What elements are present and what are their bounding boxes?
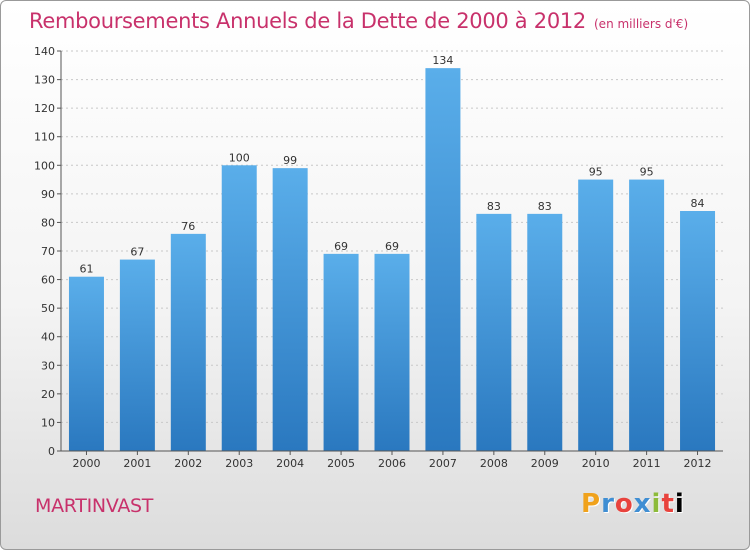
data-label: 134 — [432, 54, 453, 67]
data-label: 69 — [385, 240, 399, 253]
y-tick-label: 110 — [34, 131, 55, 144]
x-tick-label: 2000 — [72, 457, 100, 470]
bar — [119, 259, 155, 451]
logo-letter: o — [614, 489, 634, 519]
bar — [68, 276, 104, 451]
y-tick-label: 40 — [41, 331, 55, 344]
bar — [374, 253, 410, 451]
logo-letter: P — [581, 489, 602, 519]
logo-letter: t — [661, 489, 675, 519]
x-tick-label: 2003 — [225, 457, 253, 470]
bar — [476, 213, 512, 451]
chart-title: Remboursements Annuels de la Dette de 20… — [29, 9, 688, 33]
y-tick-label: 140 — [34, 45, 55, 58]
x-tick-label: 2012 — [684, 457, 712, 470]
chart-title-text: Remboursements Annuels de la Dette de 20… — [29, 9, 586, 33]
x-tick-label: 2004 — [276, 457, 304, 470]
x-tick-label: 2010 — [582, 457, 610, 470]
commune-name: MARTINVAST — [35, 495, 154, 517]
data-label: 67 — [130, 246, 144, 259]
x-tick-label: 2011 — [633, 457, 661, 470]
y-tick-label: 10 — [41, 416, 55, 429]
bar — [629, 179, 665, 452]
y-tick-label: 70 — [41, 245, 55, 258]
bar — [272, 168, 308, 451]
y-tick-label: 90 — [41, 188, 55, 201]
data-label: 99 — [283, 154, 297, 167]
data-label: 83 — [538, 200, 552, 213]
y-tick-label: 100 — [34, 159, 55, 172]
proxiti-logo: Proxiti — [581, 489, 685, 519]
x-tick-label: 2005 — [327, 457, 355, 470]
x-tick-label: 2001 — [123, 457, 151, 470]
data-label: 83 — [487, 200, 501, 213]
data-label: 95 — [589, 166, 603, 179]
y-tick-label: 30 — [41, 359, 55, 372]
bar — [323, 253, 359, 451]
y-tick-label: 60 — [41, 274, 55, 287]
x-tick-label: 2006 — [378, 457, 406, 470]
x-axis-ticks: 2000 2001 2002 2003 2004 2005 2006 2007 2008 2009… — [72, 451, 712, 470]
y-tick-label: 120 — [34, 102, 55, 115]
y-tick-label: 50 — [41, 302, 55, 315]
data-label: 76 — [181, 220, 195, 233]
y-tick-label: 130 — [34, 74, 55, 87]
x-tick-label: 2002 — [174, 457, 202, 470]
bar — [527, 213, 563, 451]
y-tick-label: 20 — [41, 388, 55, 401]
logo-letter: i — [674, 489, 685, 519]
bar — [578, 179, 614, 452]
data-label: 95 — [640, 166, 654, 179]
logo-letter: i — [651, 489, 662, 519]
data-label: 69 — [334, 240, 348, 253]
bar — [425, 68, 461, 452]
bars — [68, 68, 716, 452]
y-tick-label: 0 — [48, 445, 55, 458]
y-axis-ticks: 0 10 20 30 40 50 60 70 80 90 100 110 120 130 140 — [34, 45, 61, 458]
data-label: 61 — [79, 263, 93, 276]
bar — [170, 233, 206, 451]
logo-letter: x — [633, 489, 652, 519]
bar — [680, 211, 716, 451]
x-tick-label: 2007 — [429, 457, 457, 470]
chart-unit: (en milliers d'€) — [594, 17, 689, 31]
data-label: 84 — [691, 197, 705, 210]
data-label: 100 — [229, 151, 250, 164]
y-tick-label: 80 — [41, 216, 55, 229]
x-tick-label: 2008 — [480, 457, 508, 470]
data-labels: 61 67 76 100 99 69 69 134 83 83 95 95 84 — [79, 54, 704, 276]
bar — [221, 165, 257, 452]
axes — [60, 51, 723, 452]
x-tick-label: 2009 — [531, 457, 559, 470]
logo-letter: r — [601, 489, 615, 519]
